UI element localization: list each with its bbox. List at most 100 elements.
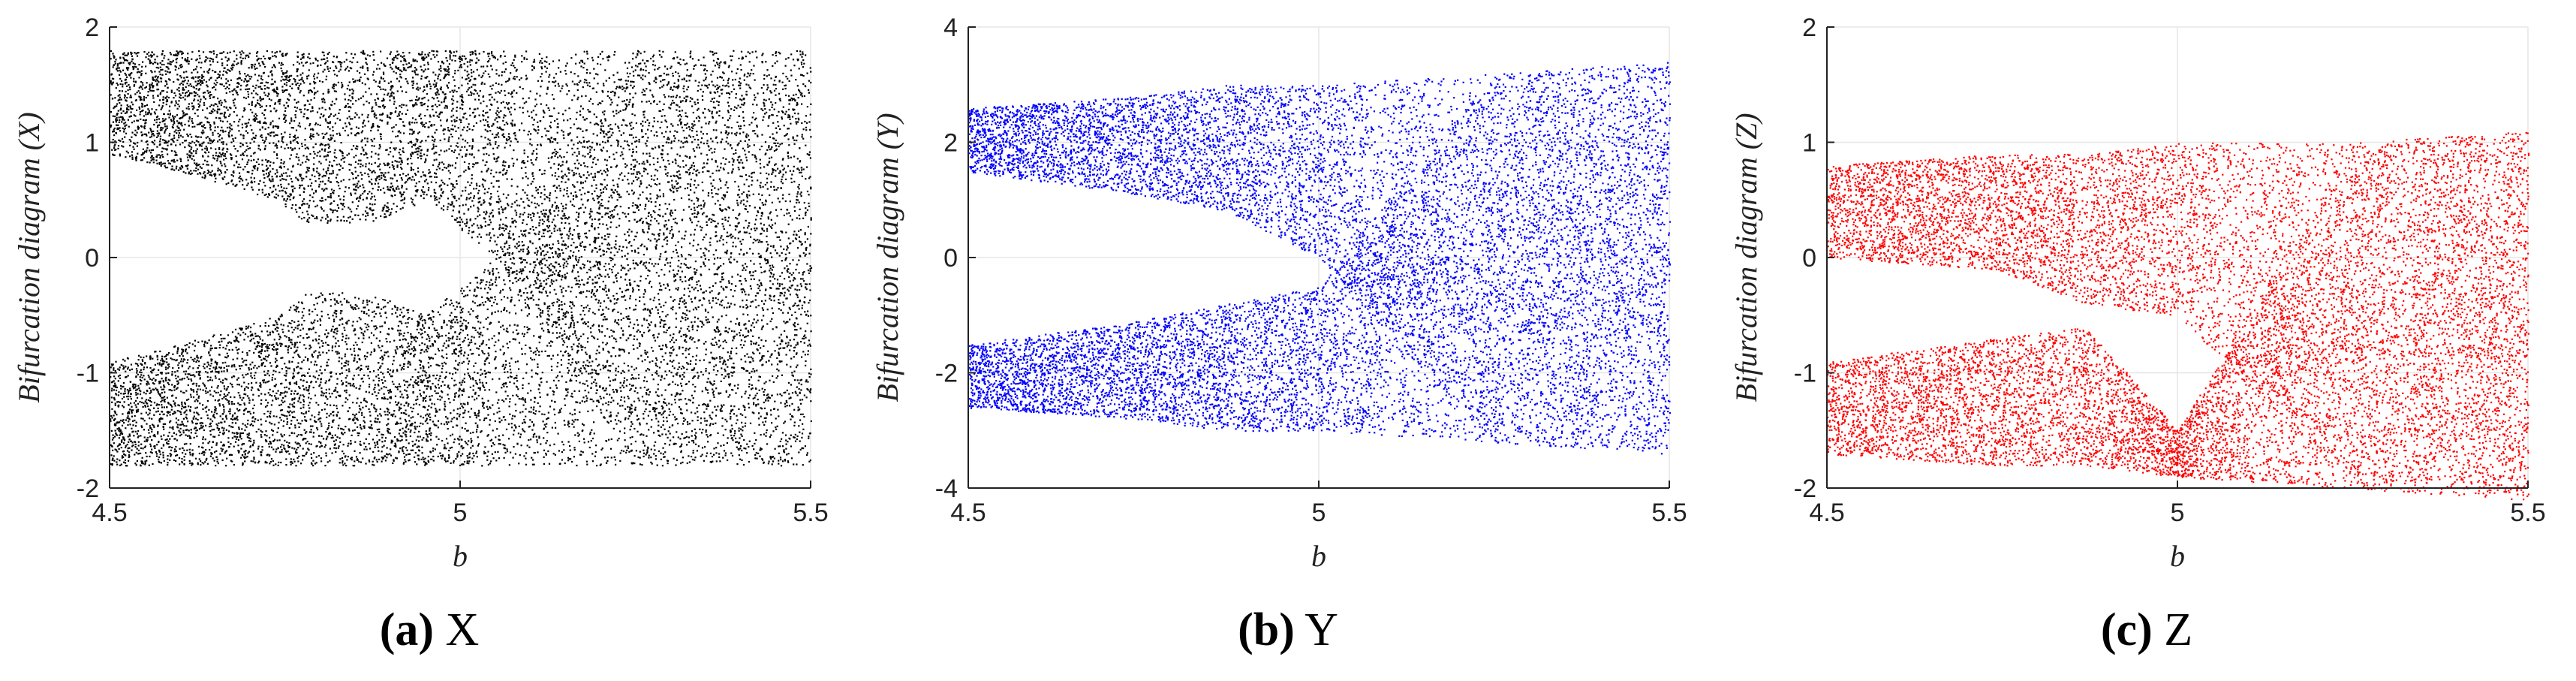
data-point: [766, 177, 769, 179]
data-point: [175, 450, 177, 452]
data-point: [754, 442, 756, 444]
data-point: [411, 80, 414, 83]
data-point: [796, 247, 799, 249]
data-point: [130, 96, 132, 98]
data-point: [739, 240, 742, 243]
data-point: [426, 351, 429, 353]
data-point: [559, 71, 561, 73]
data-point: [232, 63, 234, 65]
data-point: [608, 376, 610, 378]
data-point: [738, 168, 740, 170]
data-point: [530, 350, 532, 352]
data-point: [694, 390, 696, 393]
data-point: [150, 149, 152, 152]
data-point: [726, 306, 728, 309]
data-point: [242, 351, 244, 354]
data-point: [341, 432, 343, 434]
data-point: [244, 333, 247, 336]
data-point: [522, 377, 525, 380]
data-point: [784, 405, 787, 408]
data-point: [617, 402, 619, 405]
data-point: [753, 238, 755, 240]
data-point: [378, 392, 380, 394]
data-point: [209, 97, 212, 99]
data-point: [230, 134, 233, 137]
data-point: [788, 393, 790, 395]
data-point: [221, 65, 224, 67]
data-point: [480, 135, 483, 137]
data-point: [591, 279, 594, 281]
data-point: [639, 345, 641, 347]
data-point: [466, 61, 468, 63]
data-point: [363, 312, 366, 315]
data-point: [644, 359, 646, 361]
data-point: [576, 246, 578, 249]
data-point: [357, 163, 360, 165]
data-point: [606, 170, 609, 172]
data-point: [502, 228, 505, 230]
data-point: [805, 336, 807, 339]
data-point: [738, 427, 740, 429]
data-point: [490, 445, 493, 447]
data-point: [766, 172, 768, 174]
data-point: [751, 171, 754, 174]
data-point: [548, 109, 550, 111]
data-point: [147, 414, 149, 416]
data-point: [549, 291, 551, 294]
data-point: [627, 104, 630, 106]
data-point: [263, 85, 266, 87]
data-point: [370, 155, 372, 158]
data-point: [179, 167, 181, 169]
data-point: [667, 74, 670, 76]
data-point: [656, 197, 658, 200]
data-point: [456, 110, 458, 112]
data-point: [456, 101, 459, 103]
data-point: [306, 99, 308, 101]
data-point: [753, 263, 755, 265]
data-point: [784, 402, 786, 405]
data-point: [188, 405, 190, 408]
data-point: [752, 335, 754, 337]
data-point: [597, 212, 600, 215]
data-point: [141, 457, 143, 459]
data-point: [264, 145, 266, 147]
data-point: [373, 137, 375, 140]
data-point: [596, 274, 599, 277]
data-point: [742, 104, 745, 106]
data-point: [416, 191, 418, 193]
data-point: [494, 240, 496, 243]
data-point: [632, 289, 634, 291]
data-point: [242, 153, 244, 155]
data-point: [325, 62, 327, 64]
data-point: [799, 379, 802, 381]
data-point: [599, 264, 601, 266]
data-point: [673, 342, 676, 344]
data-point: [697, 220, 700, 223]
data-point: [423, 123, 425, 126]
data-point: [495, 140, 497, 143]
data-point: [444, 75, 447, 77]
data-point: [461, 426, 463, 429]
data-point: [633, 74, 635, 77]
data-point: [482, 159, 484, 161]
data-point: [403, 202, 405, 204]
data-point: [486, 405, 488, 408]
data-point: [333, 70, 335, 72]
data-point: [443, 321, 445, 324]
data-point: [789, 200, 791, 203]
data-point: [540, 143, 542, 146]
data-point: [776, 215, 778, 217]
data-point: [628, 149, 630, 151]
data-point: [769, 149, 771, 151]
data-point: [656, 394, 658, 396]
data-point: [655, 408, 657, 411]
data-point: [246, 423, 249, 425]
data-point: [800, 195, 802, 197]
data-point: [787, 247, 789, 249]
data-point: [761, 355, 763, 357]
data-point: [257, 395, 260, 397]
data-point: [338, 352, 340, 354]
data-point: [176, 387, 179, 389]
data-point: [325, 75, 328, 77]
data-point: [489, 142, 491, 144]
